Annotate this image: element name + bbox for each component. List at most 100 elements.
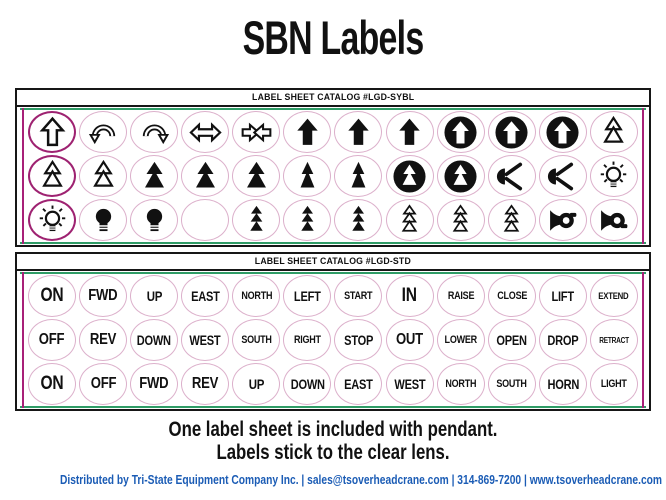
symbol-sticker <box>79 155 128 197</box>
horn-icon <box>545 203 580 238</box>
symbol-sticker <box>436 155 485 197</box>
symbol-label-sheet: LABEL SHEET CATALOG #LGD-SYBL <box>15 88 651 247</box>
horn-blast-icon <box>545 159 580 194</box>
caption-line-2: Labels stick to the clear lens. <box>216 439 450 464</box>
arrow-uturn-left-icon <box>86 115 121 150</box>
text-sticker: IN <box>385 275 434 317</box>
symbol-sticker <box>28 111 76 153</box>
triple-triangle-outline-icon <box>443 203 478 238</box>
sticker-label: DOWN <box>137 332 172 348</box>
symbol-sticker <box>181 199 230 241</box>
sticker-label: NORTH <box>445 378 477 390</box>
text-sticker-grid: ON FWD UP EAST NORTH LEFT START IN RAISE CLOSE LIF… <box>28 275 638 405</box>
text-sticker: EAST <box>181 275 230 317</box>
arrows-converge-icon <box>239 115 274 150</box>
sticker-row <box>28 199 638 241</box>
sticker-label: OFF <box>90 375 116 392</box>
distributor-contact-line: Distributed by Tri-State Equipment Compa… <box>59 473 663 487</box>
sticker-label: LEFT <box>294 288 321 304</box>
text-sheet-catalog-number: LABEL SHEET CATALOG #LGD-STD <box>254 256 412 267</box>
text-sticker: NORTH <box>232 275 281 317</box>
text-sticker: LIGHT <box>589 363 638 405</box>
arrow-up-solid-icon <box>392 115 427 150</box>
sticker-label: IN <box>402 285 418 306</box>
sticker-label: WEST <box>189 332 221 348</box>
symbol-sticker <box>334 199 383 241</box>
sticker-label: STOP <box>343 332 373 348</box>
symbol-sticker <box>385 199 434 241</box>
symbol-sticker <box>334 111 383 153</box>
text-sticker: ON <box>28 275 76 317</box>
text-sticker: OFF <box>28 319 76 361</box>
sticker-label: NORTH <box>240 290 272 302</box>
symbol-sticker <box>283 199 332 241</box>
sticker-label: OFF <box>39 331 65 348</box>
double-triangle-solid-icon <box>188 159 223 194</box>
symbol-sticker <box>589 155 638 197</box>
text-sticker: STOP <box>334 319 383 361</box>
sticker-label: RIGHT <box>293 334 321 346</box>
sticker-label: EAST <box>190 288 220 304</box>
symbol-sticker <box>28 155 76 197</box>
green-trim-line <box>20 108 646 110</box>
magenta-trim-line <box>22 272 24 408</box>
sticker-row: OFF REV DOWN WEST SOUTH RIGHT STOP OUT LOWER OPEN… <box>28 319 638 361</box>
symbol-sticker <box>28 199 76 241</box>
symbol-sticker <box>538 155 587 197</box>
green-trim-line <box>20 272 646 274</box>
symbol-sticker <box>232 111 281 153</box>
text-sticker: EXTEND <box>589 275 638 317</box>
sticker-label: HORN <box>546 376 579 392</box>
symbol-sticker <box>232 155 281 197</box>
sticker-label: CLOSE <box>496 290 527 302</box>
sticker-label: RETRACT <box>599 335 629 345</box>
arrow-up-inverted-icon <box>443 115 478 150</box>
symbol-sticker <box>436 111 485 153</box>
text-sticker: OUT <box>385 319 434 361</box>
triple-triangle-solid-icon <box>341 203 376 238</box>
text-sticker: LOWER <box>436 319 485 361</box>
text-sticker: EAST <box>334 363 383 405</box>
symbol-sheet-catalog-number: LABEL SHEET CATALOG #LGD-SYBL <box>251 92 415 103</box>
text-sheet-body: ON FWD UP EAST NORTH LEFT START IN RAISE CLOSE LIF… <box>17 271 649 409</box>
magenta-trim-line <box>22 108 24 244</box>
text-sticker: FWD <box>130 363 179 405</box>
bulb-rays-outline-icon <box>35 203 70 238</box>
sticker-label: DOWN <box>290 376 325 392</box>
double-triangle-solid-narrow-icon <box>290 159 325 194</box>
sticker-label: FWD <box>139 375 169 392</box>
bulb-solid-icon <box>86 203 121 238</box>
sticker-row <box>28 155 638 197</box>
magenta-trim-line <box>642 272 644 408</box>
sticker-label: EXTEND <box>598 290 629 302</box>
text-sticker: HORN <box>538 363 587 405</box>
sticker-label: UP <box>146 288 162 304</box>
text-sticker: SOUTH <box>487 363 536 405</box>
text-sticker: WEST <box>181 319 230 361</box>
sticker-label: WEST <box>394 376 426 392</box>
sticker-label: REV <box>192 375 219 392</box>
text-sticker: OFF <box>79 363 128 405</box>
symbol-sheet-header: LABEL SHEET CATALOG #LGD-SYBL <box>17 90 649 107</box>
text-sticker: UP <box>130 275 179 317</box>
double-triangle-solid-icon <box>239 159 274 194</box>
green-trim-line <box>20 242 646 244</box>
symbol-sticker <box>538 111 587 153</box>
double-triangle-inverted-icon <box>443 159 478 194</box>
sticker-label: EAST <box>344 376 373 392</box>
sticker-label: DROP <box>547 332 579 348</box>
sticker-row: ON FWD UP EAST NORTH LEFT START IN RAISE CLOSE LIF… <box>28 275 638 317</box>
sticker-label: UP <box>248 376 265 392</box>
text-sticker: DOWN <box>283 363 332 405</box>
double-triangle-solid-icon <box>137 159 172 194</box>
sticker-label: LIGHT <box>600 378 627 390</box>
sticker-label: SOUTH <box>241 334 272 346</box>
text-label-sheet: LABEL SHEET CATALOG #LGD-STD ON FWD UP EAST… <box>15 252 651 411</box>
caption-text: One label sheet is included with pendant… <box>73 418 592 464</box>
symbol-sticker <box>130 155 179 197</box>
sticker-label: REV <box>89 331 117 348</box>
symbol-sticker <box>385 111 434 153</box>
arrow-up-solid-icon <box>341 115 376 150</box>
triple-triangle-solid-icon <box>239 203 274 238</box>
